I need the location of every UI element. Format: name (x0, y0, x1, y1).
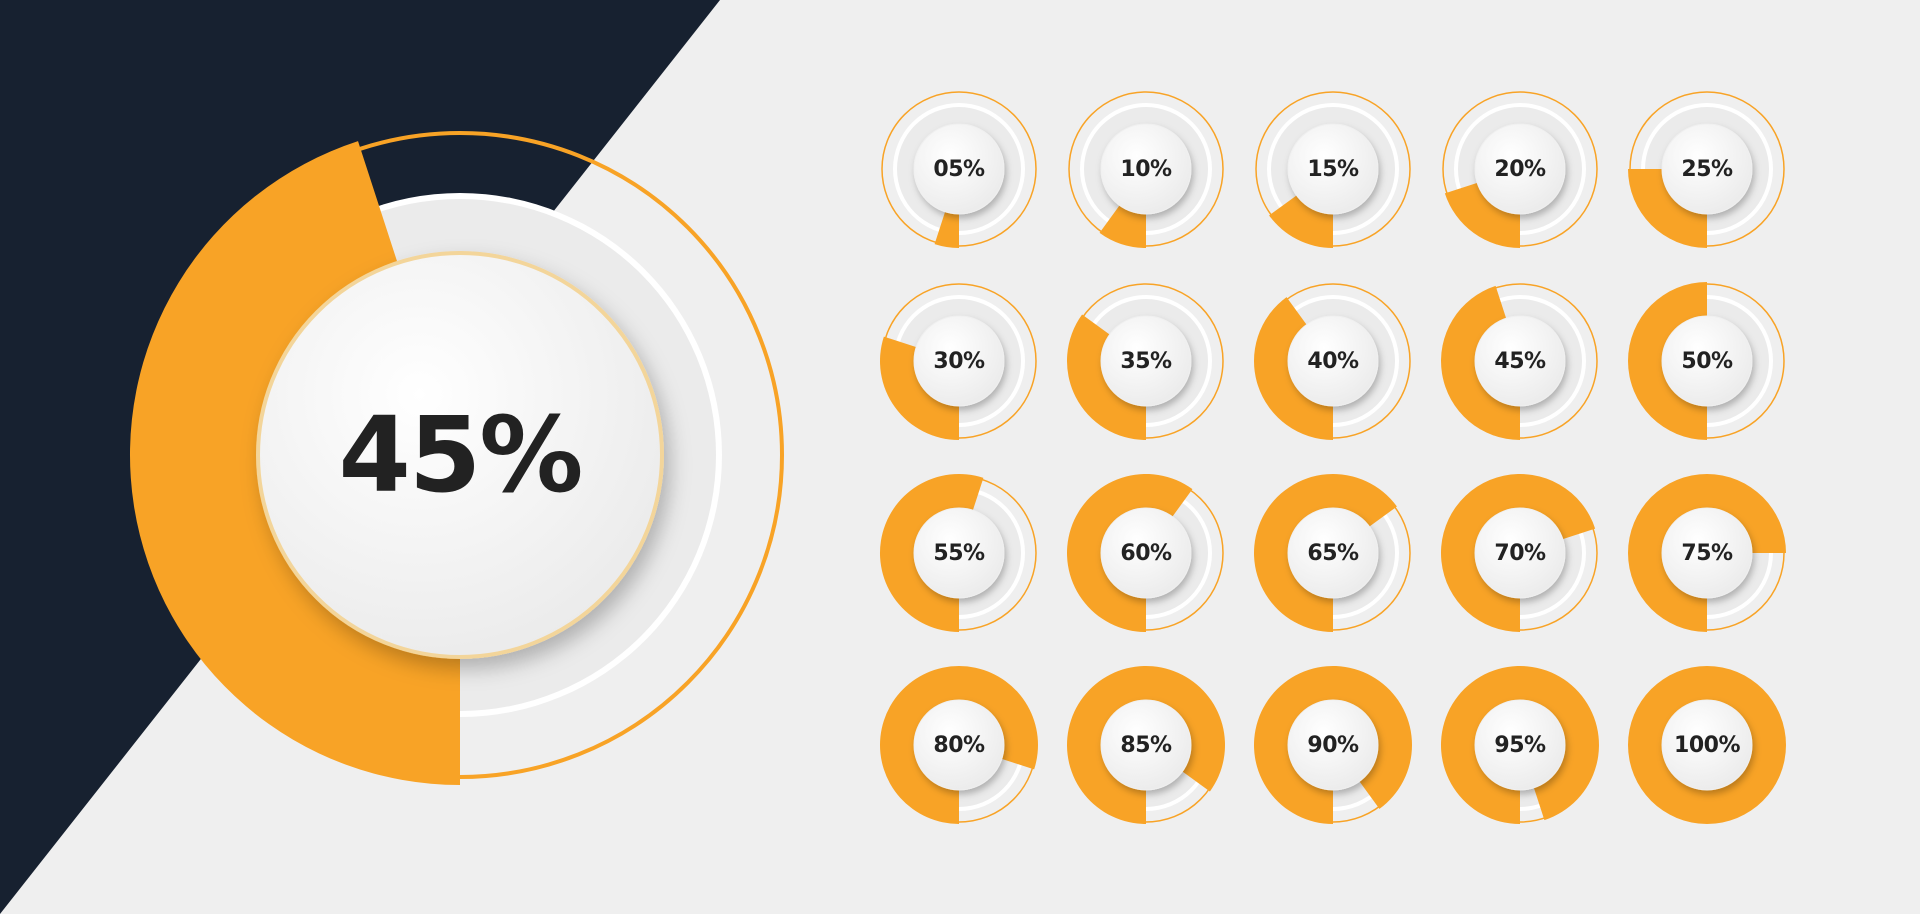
meter-face (1100, 507, 1192, 599)
percentage-label: 70% (1494, 540, 1546, 566)
percentage-label: 35% (1120, 348, 1172, 374)
meter-face (1287, 315, 1379, 407)
progress-meter: 90% (1254, 666, 1413, 824)
meter-face (1661, 123, 1753, 215)
meter-face (913, 507, 1005, 599)
featured-face (256, 251, 664, 659)
progress-ring (1440, 666, 1599, 824)
progress-meter: 50% (1628, 282, 1786, 440)
progress-meter: 70% (1440, 474, 1599, 632)
meter-face (1287, 699, 1379, 791)
percentage-label: 80% (933, 732, 985, 758)
progress-ring (1628, 666, 1786, 824)
progress-meter: 55% (879, 474, 1038, 632)
progress-ring (1255, 91, 1411, 248)
percentage-label: 60% (1120, 540, 1172, 566)
progress-ring (1440, 474, 1598, 632)
progress-ring (1068, 91, 1224, 248)
progress-meter: 15% (1254, 90, 1412, 248)
progress-ring (1066, 283, 1224, 440)
featured-percentage-label: 45% (338, 394, 584, 516)
percentage-label: 45% (1494, 348, 1546, 374)
percentage-label: 90% (1307, 732, 1359, 758)
percentage-label: 75% (1681, 540, 1733, 566)
meter-face (1474, 699, 1566, 791)
percentage-label: 85% (1120, 732, 1172, 758)
meter-face (1474, 507, 1566, 599)
percentage-label: 15% (1307, 156, 1359, 182)
progress-ring (1628, 91, 1785, 248)
meter-face (1661, 507, 1753, 599)
meter-face (1100, 699, 1192, 791)
percentage-label: 55% (933, 540, 985, 566)
featured-progress-meter: 45% (129, 125, 790, 785)
progress-meter: 45% (1441, 282, 1599, 440)
progress-ring (1442, 91, 1598, 248)
progress-ring (879, 666, 1038, 824)
percentage-label: 05% (933, 156, 985, 182)
progress-meter: 100% (1628, 666, 1786, 824)
meter-face (913, 699, 1005, 791)
progress-ring (1628, 474, 1786, 632)
progress-meter: 20% (1441, 90, 1599, 248)
progress-meter: 65% (1254, 474, 1412, 632)
progress-ring (880, 283, 1037, 440)
percentage-label: 50% (1681, 348, 1733, 374)
progress-meter: 10% (1067, 90, 1225, 248)
percentage-label: 30% (933, 348, 985, 374)
featured-progress-ring (129, 131, 784, 785)
progress-ring (1254, 666, 1413, 824)
progress-ring (1067, 474, 1224, 632)
progress-meter: 25% (1628, 90, 1786, 248)
meter-face (1100, 315, 1192, 407)
percentage-label: 95% (1494, 732, 1546, 758)
progress-ring (1441, 283, 1598, 440)
progress-ring (1253, 283, 1411, 440)
percentage-label: 65% (1307, 540, 1359, 566)
progress-meter: 40% (1253, 282, 1412, 440)
progress-ring (1628, 282, 1785, 440)
meter-face (1287, 123, 1379, 215)
progress-meter: 05% (880, 90, 1038, 248)
progress-ring (1067, 666, 1226, 824)
meter-face (1661, 699, 1753, 791)
progress-meter: 85% (1067, 666, 1226, 824)
meter-face (1474, 123, 1566, 215)
meter-face (1661, 315, 1753, 407)
progress-meter: 80% (879, 666, 1038, 824)
progress-meter: 75% (1628, 474, 1786, 632)
percentage-label: 100% (1674, 732, 1740, 758)
progress-ring (881, 91, 1037, 248)
progress-ring (879, 474, 1037, 632)
progress-meter-grid: 05% 10% 15% 20% 25% 30% 35% 40% 45% 50% 55% 60% 65% 7… (879, 90, 1786, 824)
percentage-label: 25% (1681, 156, 1733, 182)
meter-face (1474, 315, 1566, 407)
meter-face (913, 123, 1005, 215)
progress-meter: 35% (1066, 282, 1225, 440)
progress-meter: 30% (880, 282, 1038, 440)
meter-face (1287, 507, 1379, 599)
percentage-label: 20% (1494, 156, 1546, 182)
meter-face (913, 315, 1005, 407)
meter-face (1100, 123, 1192, 215)
progress-ring (1254, 474, 1411, 632)
progress-meter: 95% (1440, 666, 1599, 824)
percentage-label: 40% (1307, 348, 1359, 374)
progress-meter: 60% (1067, 474, 1225, 632)
percentage-label: 10% (1120, 156, 1172, 182)
